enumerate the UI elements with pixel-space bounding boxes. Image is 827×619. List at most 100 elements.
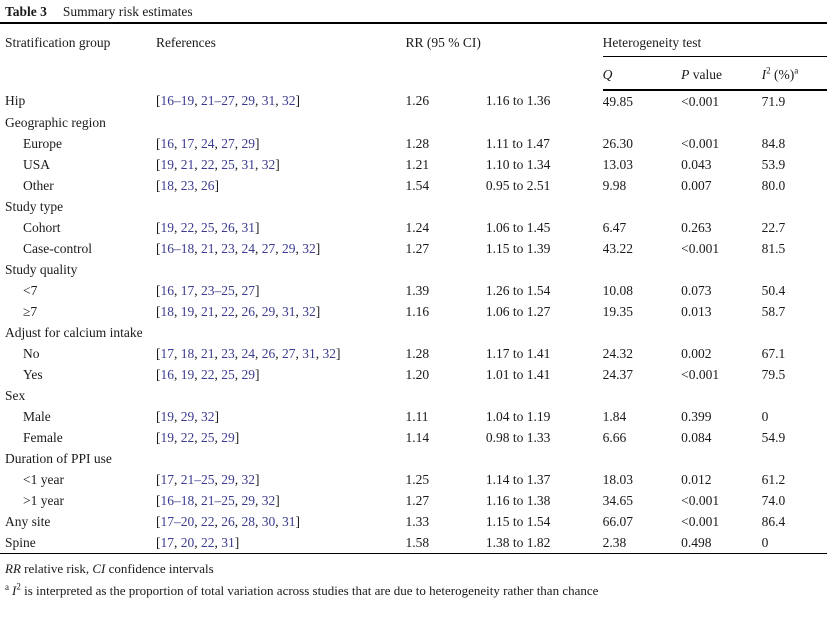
stratification-group-cell: Any site [5,514,51,529]
reference-link[interactable]: 32 [281,93,296,108]
reference-link[interactable]: 25 [221,367,235,382]
reference-link[interactable]: 17 [180,283,195,298]
reference-link[interactable]: 26 [241,304,255,319]
reference-link[interactable]: 25 [200,430,215,445]
i2-cell: 54.9 [761,430,786,445]
reference-link[interactable]: 29 [221,472,235,487]
reference-link[interactable]: 17 [180,136,195,151]
reference-link[interactable]: 31 [281,304,296,319]
reference-link[interactable]: 19 [160,430,174,445]
reference-link[interactable]: 19 [160,157,174,172]
reference-link[interactable]: 31 [302,346,316,361]
reference-link[interactable]: 24 [200,136,215,151]
reference-link[interactable]: 26 [221,514,235,529]
reference-link[interactable]: 22 [180,430,195,445]
reference-link[interactable]: 29 [261,304,276,319]
reference-link[interactable]: 31 [241,157,255,172]
reference-link[interactable]: 18 [180,346,195,361]
reference-link[interactable]: 27 [281,346,296,361]
reference-link[interactable]: 17 [160,472,174,487]
reference-link[interactable]: 25 [200,220,215,235]
table-row: Duration of PPI use [0,448,827,469]
reference-link[interactable]: 18 [160,304,174,319]
reference-link[interactable]: 29 [180,409,195,424]
reference-link[interactable]: 21 [200,241,215,256]
reference-link[interactable]: 22 [200,367,215,382]
reference-link[interactable]: 19 [180,367,195,382]
reference-link[interactable]: 19 [160,409,174,424]
reference-link[interactable]: 26 [261,346,276,361]
i-squared-footnote: a I2 is interpreted as the proportion of … [5,581,599,598]
table-footnotes: RR relative risk, CI confidence interval… [0,554,827,599]
reference-link[interactable]: 32 [200,409,215,424]
references-cell: [17, 18, 21, 23, 24, 26, 27, 31, 32] [155,346,341,361]
reference-link[interactable]: 27 [241,283,255,298]
col-header-q: Q [602,56,682,91]
reference-link[interactable]: 20 [180,535,195,550]
reference-link[interactable]: 21–25 [180,472,215,487]
ci-cell [486,385,603,406]
reference-link[interactable]: 16–18 [160,493,195,508]
reference-link[interactable]: 31 [241,220,255,235]
rr-cell [405,259,485,280]
reference-link[interactable]: 18 [160,178,174,193]
reference-link[interactable]: 16 [160,283,174,298]
reference-link[interactable]: 16–18 [160,241,195,256]
reference-link[interactable]: 32 [261,493,276,508]
i2-cell: 74.0 [761,493,786,508]
reference-link[interactable]: 17 [160,535,174,550]
reference-link[interactable]: 22 [221,304,235,319]
table-row: Sex [0,385,827,406]
reference-link[interactable]: 29 [241,136,255,151]
rr-cell [405,112,485,133]
i-symbol: I [761,66,767,82]
reference-link[interactable]: 22 [180,220,195,235]
reference-link[interactable]: 23 [180,178,195,193]
reference-link[interactable]: 21 [180,157,195,172]
reference-link[interactable]: 22 [200,157,215,172]
reference-link[interactable]: 19 [180,304,195,319]
reference-link[interactable]: 32 [302,304,316,319]
reference-link[interactable]: 24 [241,346,255,361]
reference-link[interactable]: 29 [221,430,235,445]
reference-link[interactable]: 32 [261,157,276,172]
reference-link[interactable]: 21–27 [200,93,235,108]
reference-link[interactable]: 26 [221,220,235,235]
reference-link[interactable]: 16 [160,367,174,382]
reference-link[interactable]: 30 [261,514,276,529]
reference-link[interactable]: 31 [281,514,296,529]
reference-link[interactable]: 21 [200,346,215,361]
reference-link[interactable]: 22 [200,535,215,550]
reference-link[interactable]: 29 [241,93,255,108]
reference-link[interactable]: 22 [200,514,215,529]
reference-link[interactable]: 31 [221,535,235,550]
reference-link[interactable]: 31 [261,93,276,108]
reference-link[interactable]: 29 [281,241,296,256]
reference-link[interactable]: 23 [221,346,235,361]
p-value-cell: <0.001 [681,367,720,382]
reference-link[interactable]: 21 [200,304,215,319]
reference-link[interactable]: 32 [302,241,316,256]
reference-link[interactable]: 32 [241,472,255,487]
reference-link[interactable]: 21–25 [200,493,235,508]
reference-link[interactable]: 17 [160,346,174,361]
reference-link[interactable]: 23 [221,241,235,256]
reference-link[interactable]: 27 [261,241,276,256]
rr-cell [405,385,485,406]
reference-link[interactable]: 24 [241,241,255,256]
reference-link[interactable]: 29 [241,367,255,382]
reference-link[interactable]: 25 [221,157,235,172]
reference-link[interactable]: 27 [221,136,235,151]
reference-link[interactable]: 32 [322,346,336,361]
reference-link[interactable]: 19 [160,220,174,235]
reference-link[interactable]: 17–20 [160,514,195,529]
reference-link[interactable]: 28 [241,514,255,529]
p-value-cell [681,259,761,280]
i2-cell: 61.2 [761,472,786,487]
reference-link[interactable]: 16–19 [160,93,195,108]
reference-link[interactable]: 16 [160,136,174,151]
reference-link[interactable]: 29 [241,493,255,508]
reference-link[interactable]: 23–25 [200,283,235,298]
reference-link[interactable]: 26 [200,178,215,193]
table-row: Case-control [16–18, 21, 23, 24, 27, 29,… [0,238,827,259]
